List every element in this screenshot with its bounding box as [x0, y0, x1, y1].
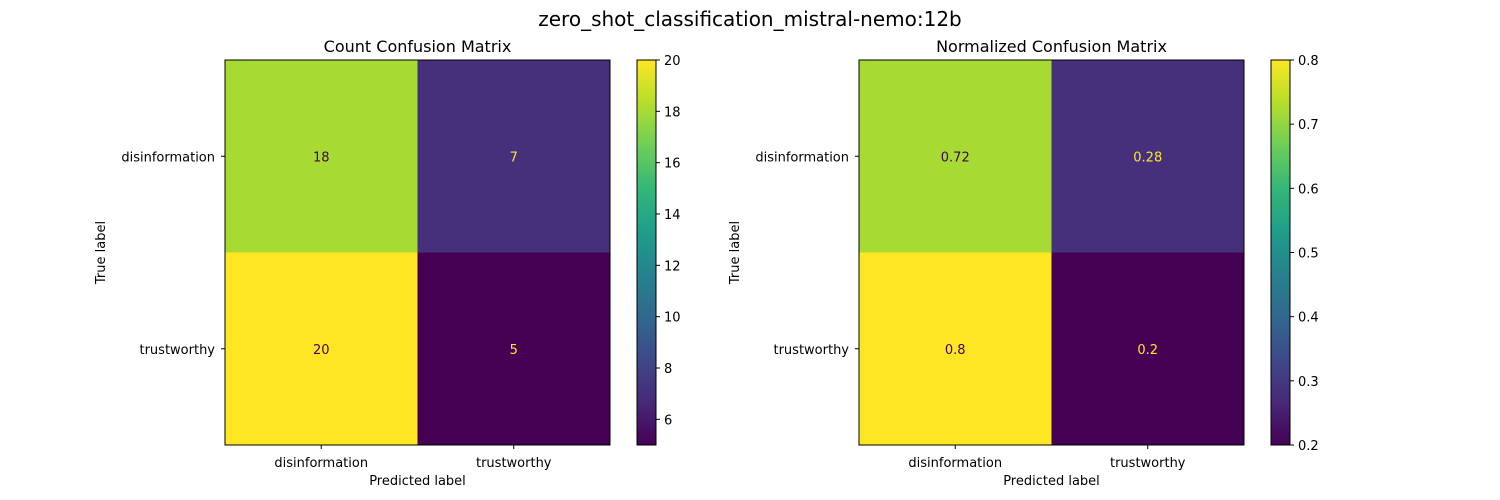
cell-value-label: 0.8 — [945, 343, 966, 358]
y-tick-label: disinformation — [755, 150, 849, 165]
colorbar-tick-label: 0.6 — [1298, 182, 1319, 197]
y-tick-label: trustworthy — [139, 343, 215, 358]
colorbar — [636, 59, 657, 446]
cell-value-label: 0.28 — [1133, 150, 1162, 165]
colorbar-tick-label: 18 — [664, 105, 681, 120]
colorbar-tick-label: 8 — [664, 362, 672, 377]
matrix-cell — [1051, 60, 1245, 253]
colorbar-tick-label: 20 — [664, 54, 681, 69]
colorbar-tick-label: 12 — [664, 259, 681, 274]
colorbar — [1270, 59, 1291, 446]
colorbar-tick-label: 14 — [664, 208, 681, 223]
panel-title: Count Confusion Matrix — [324, 37, 512, 56]
y-axis-label: True label — [94, 221, 109, 285]
matrix-cell — [859, 60, 1052, 253]
cell-value-label: 0.72 — [941, 150, 970, 165]
panel-title: Normalized Confusion Matrix — [936, 37, 1167, 56]
colorbar-tick-label: 6 — [664, 413, 672, 428]
y-tick-label: trustworthy — [773, 343, 849, 358]
cell-value-label: 5 — [510, 343, 518, 358]
x-axis-label: Predicted label — [369, 474, 466, 489]
colorbar-tick-label: 0.8 — [1298, 54, 1319, 69]
colorbar-tick-label: 0.5 — [1298, 247, 1319, 262]
axes-frame — [224, 59, 611, 446]
matrix-cell — [1051, 252, 1245, 446]
cell-value-label: 7 — [510, 150, 518, 165]
x-tick-label: disinformation — [908, 456, 1002, 471]
matrix-cell — [859, 252, 1052, 446]
cell-value-label: 20 — [313, 343, 330, 358]
x-tick-label: trustworthy — [1110, 456, 1186, 471]
y-axis-label: True label — [728, 221, 743, 285]
colorbar-tick-label: 0.7 — [1298, 118, 1319, 133]
y-tick-label: disinformation — [121, 150, 215, 165]
colorbar-tick-label: 0.2 — [1298, 439, 1319, 454]
matrix-cell — [417, 60, 611, 253]
axes-frame — [858, 59, 1245, 446]
colorbar-tick-label: 0.4 — [1298, 311, 1319, 326]
x-axis-label: Predicted label — [1003, 474, 1100, 489]
colorbar-tick-label: 16 — [664, 157, 681, 172]
cell-value-label: 18 — [313, 150, 330, 165]
figure-suptitle: zero_shot_classification_mistral-nemo:12… — [538, 7, 962, 31]
cell-value-label: 0.2 — [1137, 343, 1158, 358]
count-confusion-matrix-panel: Count Confusion Matrix 18 7 20 5 disinformati… — [94, 37, 681, 489]
x-tick-label: trustworthy — [476, 456, 552, 471]
matrix-cell — [225, 60, 418, 253]
matrix-cell — [417, 252, 611, 446]
matrix-cell — [225, 252, 418, 446]
colorbar-tick-label: 0.3 — [1298, 375, 1319, 390]
colorbar-tick-label: 10 — [664, 311, 681, 326]
normalized-confusion-matrix-panel: Normalized Confusion Matrix 0.72 0.28 0.8 0.… — [728, 37, 1319, 489]
x-tick-label: disinformation — [274, 456, 368, 471]
